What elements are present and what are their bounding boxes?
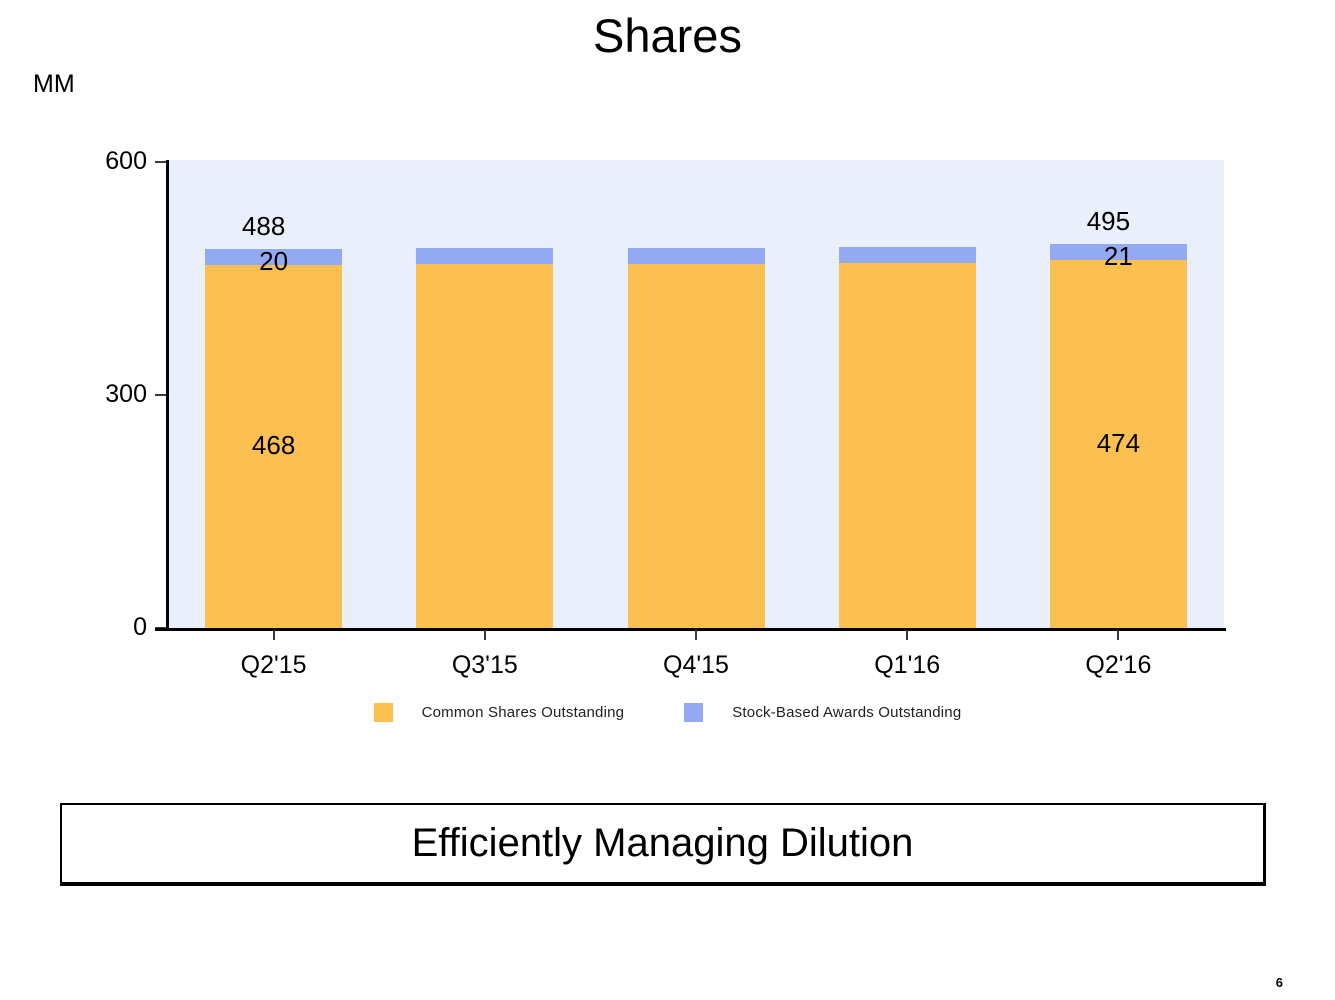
legend-swatch-icon <box>684 703 704 722</box>
y-axis-tick-label: 0 <box>133 612 147 641</box>
banner-text: Efficiently Managing Dilution <box>411 821 914 865</box>
bar-segment-common <box>1049 259 1187 628</box>
x-axis-tick <box>1117 630 1120 640</box>
chart-title: Shares <box>593 9 742 62</box>
bar-segment-awards <box>627 248 765 264</box>
bar-segment-common <box>838 262 976 628</box>
total-data-label: 488 <box>241 210 286 241</box>
x-axis-tick <box>483 630 486 640</box>
x-axis-tick <box>906 630 909 640</box>
x-axis-category-label: Q4'15 <box>663 651 729 679</box>
bar-segment-common <box>627 263 765 628</box>
banner-box: Efficiently Managing Dilution <box>60 803 1266 886</box>
legend-swatch-icon <box>373 703 393 722</box>
bar-segment-awards <box>416 248 554 264</box>
x-axis-category-label: Q3'15 <box>451 651 518 679</box>
common-data-label: 474 <box>1096 427 1141 458</box>
awards-data-label: 21 <box>1103 240 1133 271</box>
x-axis-category-label: Q1'16 <box>874 651 941 679</box>
bar-segment-awards <box>1049 243 1187 260</box>
x-axis-category-label: Q2'15 <box>240 651 307 679</box>
units-label: MM <box>33 70 75 98</box>
legend: Common Shares Outstanding Stock-Based Awa… <box>0 703 1335 722</box>
y-axis-line <box>166 160 169 630</box>
x-axis-tick <box>695 630 697 640</box>
page-number: 6 <box>1275 975 1283 990</box>
y-axis-tick <box>155 394 167 396</box>
y-axis-tick <box>155 161 167 163</box>
bar-segment-awards <box>205 248 343 265</box>
legend-item: Stock-Based Awards Outstanding <box>684 703 961 722</box>
awards-data-label: 20 <box>259 245 289 276</box>
y-axis-tick-label: 600 <box>105 146 147 175</box>
bar-segment-common <box>416 263 554 628</box>
x-axis-category-label: Q2'16 <box>1085 651 1152 679</box>
common-data-label: 468 <box>251 430 296 461</box>
bar-segment-common <box>205 264 343 628</box>
legend-label: Common Shares Outstanding <box>421 704 625 721</box>
y-axis-tick-label: 300 <box>105 379 147 408</box>
x-axis-line <box>155 628 1226 631</box>
legend-item: Common Shares Outstanding <box>373 703 625 722</box>
x-axis-tick <box>272 630 275 640</box>
legend-label: Stock-Based Awards Outstanding <box>732 704 962 721</box>
total-data-label: 495 <box>1086 205 1131 236</box>
bar-segment-awards <box>838 247 976 263</box>
